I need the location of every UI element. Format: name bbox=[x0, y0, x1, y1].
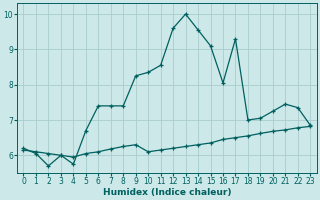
X-axis label: Humidex (Indice chaleur): Humidex (Indice chaleur) bbox=[103, 188, 231, 197]
